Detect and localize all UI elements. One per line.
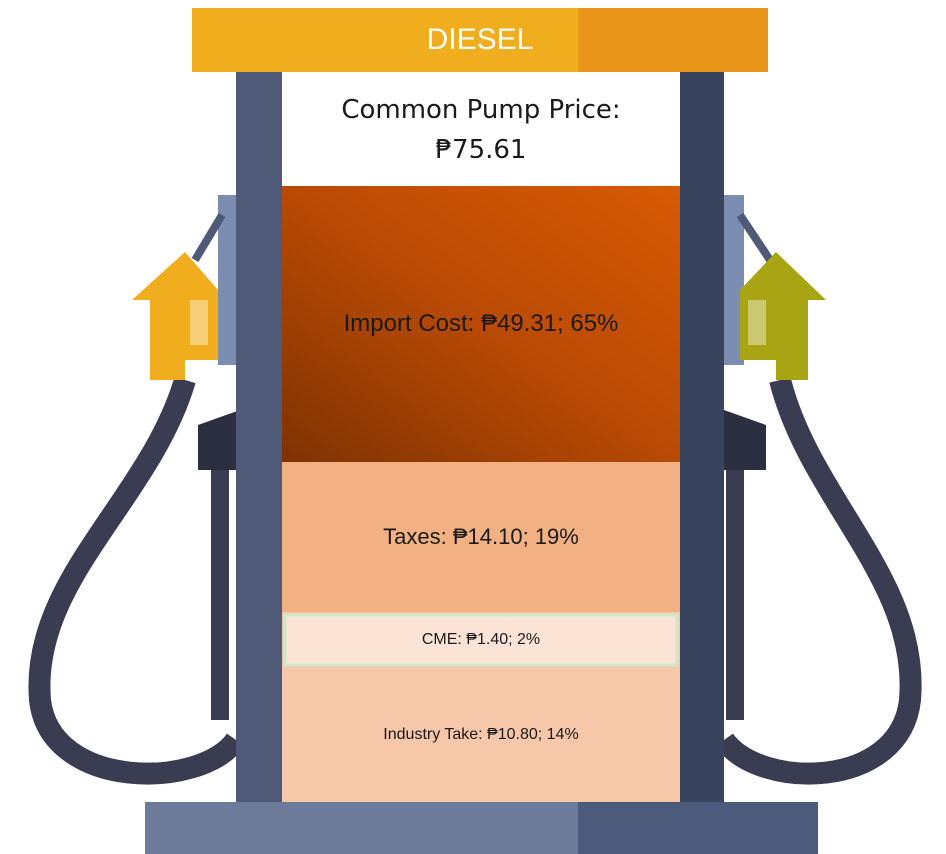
price-value: ₱75.61 xyxy=(435,135,527,165)
sign-right xyxy=(578,8,768,72)
left-pillar xyxy=(236,72,282,802)
left-holster xyxy=(198,410,240,470)
segment-cme xyxy=(283,613,679,667)
left-nozzle xyxy=(132,252,218,380)
left-neck xyxy=(191,212,226,263)
right-hose xyxy=(715,377,922,785)
industry-label: Industry Take: ₱10.80; 14% xyxy=(383,726,579,743)
sign-left xyxy=(192,8,578,72)
right-pillar xyxy=(680,72,724,802)
sign-title: DIESEL xyxy=(426,23,534,56)
taxes-label: Taxes: ₱14.10; 19% xyxy=(383,524,579,549)
right-arm xyxy=(724,195,744,365)
price-label: Common Pump Price: xyxy=(341,95,621,125)
segment-taxes xyxy=(282,462,680,612)
left-nozzle-grip xyxy=(190,300,208,345)
right-nozzle-grip xyxy=(748,300,766,345)
base-left xyxy=(145,802,578,854)
import-label: Import Cost: ₱49.31; 65% xyxy=(343,310,619,337)
left-hose xyxy=(28,376,245,785)
segment-industry xyxy=(282,668,680,802)
cme-label: CME: ₱1.40; 2% xyxy=(421,631,541,648)
price-block: Common Pump Price: ₱75.61 xyxy=(282,78,680,182)
price-panel xyxy=(282,72,680,186)
right-nozzle xyxy=(740,252,826,380)
right-holster xyxy=(724,410,766,470)
segment-import xyxy=(282,186,680,462)
base-right xyxy=(578,802,818,854)
right-neck xyxy=(736,212,774,263)
left-arm xyxy=(218,195,238,365)
